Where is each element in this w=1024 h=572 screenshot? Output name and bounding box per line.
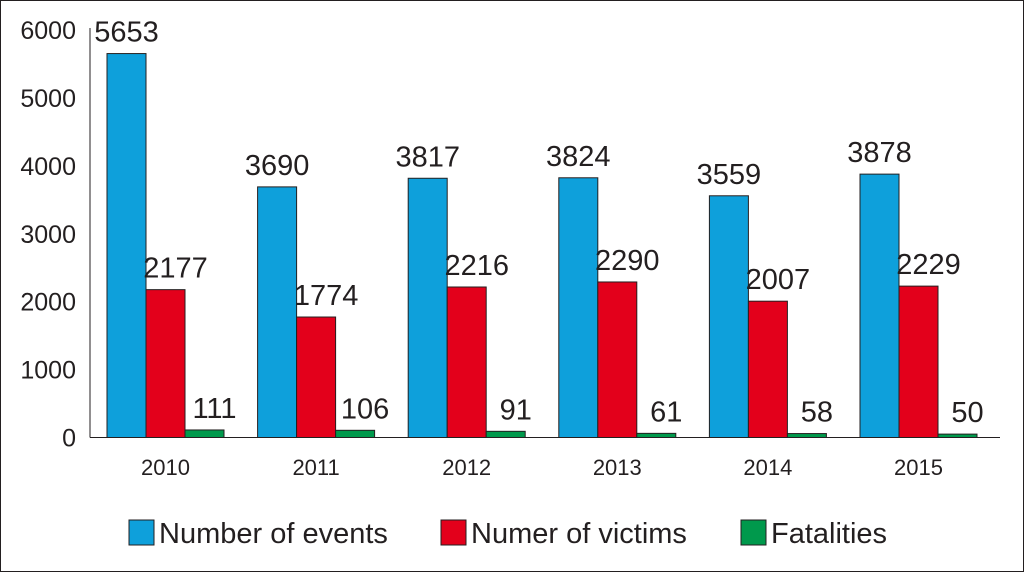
legend-swatch <box>128 519 155 546</box>
legend-swatch <box>440 519 467 546</box>
bar-fatalities <box>335 429 376 439</box>
data-label: 3690 <box>245 150 310 182</box>
y-tick-label: 1000 <box>20 357 76 385</box>
legend-swatch <box>740 519 767 546</box>
bar-number-of-events <box>708 195 749 438</box>
y-tick-label: 5000 <box>20 85 76 113</box>
data-label: 106 <box>341 393 389 425</box>
data-label: 2177 <box>143 253 208 285</box>
y-tick-label: 0 <box>62 425 76 453</box>
data-label: 2229 <box>896 249 961 281</box>
bar-fatalities <box>184 429 225 438</box>
data-label: 3824 <box>546 141 611 173</box>
x-tick-label: 2010 <box>141 455 190 480</box>
bar-number-of-events <box>257 186 298 438</box>
data-label: 3817 <box>395 141 460 173</box>
bar-numer-of-victims <box>597 281 638 438</box>
x-tick-label: 2015 <box>894 455 943 480</box>
bar-fatalities <box>636 432 677 439</box>
data-label: 2007 <box>746 264 811 296</box>
data-label: 91 <box>500 394 532 426</box>
bar-numer-of-victims <box>296 316 337 439</box>
data-label: 2290 <box>595 245 660 277</box>
y-tick-label: 4000 <box>20 153 76 181</box>
data-label: 1774 <box>294 280 359 312</box>
data-label: 58 <box>801 397 833 429</box>
data-label: 5653 <box>94 17 159 49</box>
data-label: 111 <box>192 393 236 425</box>
data-label: 50 <box>951 397 983 429</box>
bar-fatalities <box>786 433 827 438</box>
bar-numer-of-victims <box>747 300 788 438</box>
data-label: 61 <box>650 396 682 428</box>
x-tick-label: 2011 <box>292 455 339 480</box>
data-label: 3878 <box>847 137 912 169</box>
data-label: 2216 <box>444 250 509 282</box>
bar-numer-of-victims <box>898 285 939 438</box>
bar-number-of-events <box>558 177 599 439</box>
legend-label: Numer of victims <box>471 518 687 550</box>
bar-fatalities <box>937 433 978 438</box>
legend-label: Number of events <box>159 518 388 550</box>
bar-numer-of-victims <box>446 286 487 438</box>
data-label: 3559 <box>697 159 762 191</box>
legend-label: Fatalities <box>771 518 887 550</box>
bar-number-of-events <box>106 53 147 439</box>
y-tick-label: 3000 <box>20 221 76 249</box>
x-tick-label: 2012 <box>442 455 491 480</box>
bar-fatalities <box>485 430 526 438</box>
y-tick-label: 2000 <box>20 289 76 317</box>
bar-number-of-events <box>859 173 900 438</box>
bar-numer-of-victims <box>145 289 186 438</box>
y-tick-label: 6000 <box>20 17 76 45</box>
x-tick-label: 2014 <box>743 455 792 480</box>
x-tick-label: 2013 <box>593 455 642 480</box>
bar-number-of-events <box>407 177 448 438</box>
